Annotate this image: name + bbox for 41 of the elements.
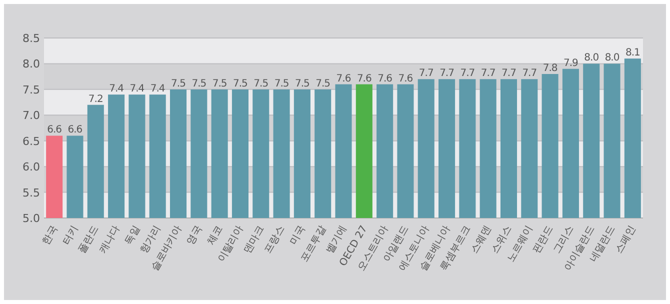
data-label: 6.6 [68, 124, 82, 136]
data-label: 7.7 [522, 68, 537, 80]
x-tick-label: 독일 [123, 224, 143, 247]
data-label: 7.4 [109, 84, 124, 95]
y-tick-label: 6.0 [22, 160, 40, 174]
x-tick-label: 한국 [40, 224, 60, 247]
data-label: 7.6 [398, 73, 413, 84]
data-label: 7.4 [150, 84, 165, 95]
data-label: 7.6 [378, 73, 392, 84]
data-label: 8.0 [604, 52, 620, 64]
data-label: 7.9 [564, 58, 578, 69]
data-label: 7.7 [480, 68, 496, 80]
x-tick-label: 영국 [184, 224, 205, 247]
data-label: 7.5 [233, 78, 248, 90]
y-tick-label: 6.5 [22, 134, 40, 148]
data-label: 6.6 [47, 124, 62, 136]
data-label: 7.5 [316, 78, 330, 90]
y-tick-label: 7.5 [22, 83, 40, 96]
data-label: 7.2 [88, 94, 103, 105]
data-label: 7.6 [356, 73, 372, 84]
data-label: 7.4 [130, 84, 144, 95]
y-tick-label: 5.0 [22, 212, 40, 225]
data-label: 7.5 [274, 78, 289, 90]
data-label: 8.1 [625, 48, 640, 59]
data-label: 7.6 [336, 73, 351, 84]
y-tick-label: 5.5 [22, 186, 40, 200]
data-label: 7.5 [192, 78, 206, 90]
data-label: 7.7 [502, 68, 516, 80]
data-label: 7.7 [418, 68, 434, 80]
data-label: 7.7 [460, 68, 475, 80]
y-tick-label: 8.0 [22, 58, 40, 71]
y-tick-label: 7.0 [22, 109, 40, 122]
data-label: 7.7 [440, 68, 454, 80]
data-label: 7.5 [212, 78, 227, 90]
x-tick-label: 터키 [61, 224, 81, 247]
data-label: 7.8 [542, 63, 558, 74]
data-label: 8.0 [584, 52, 599, 64]
data-label: 7.5 [171, 78, 186, 90]
y-tick-label: 8.5 [22, 32, 40, 45]
data-label: 7.5 [294, 78, 310, 90]
data-label: 7.5 [254, 78, 268, 90]
